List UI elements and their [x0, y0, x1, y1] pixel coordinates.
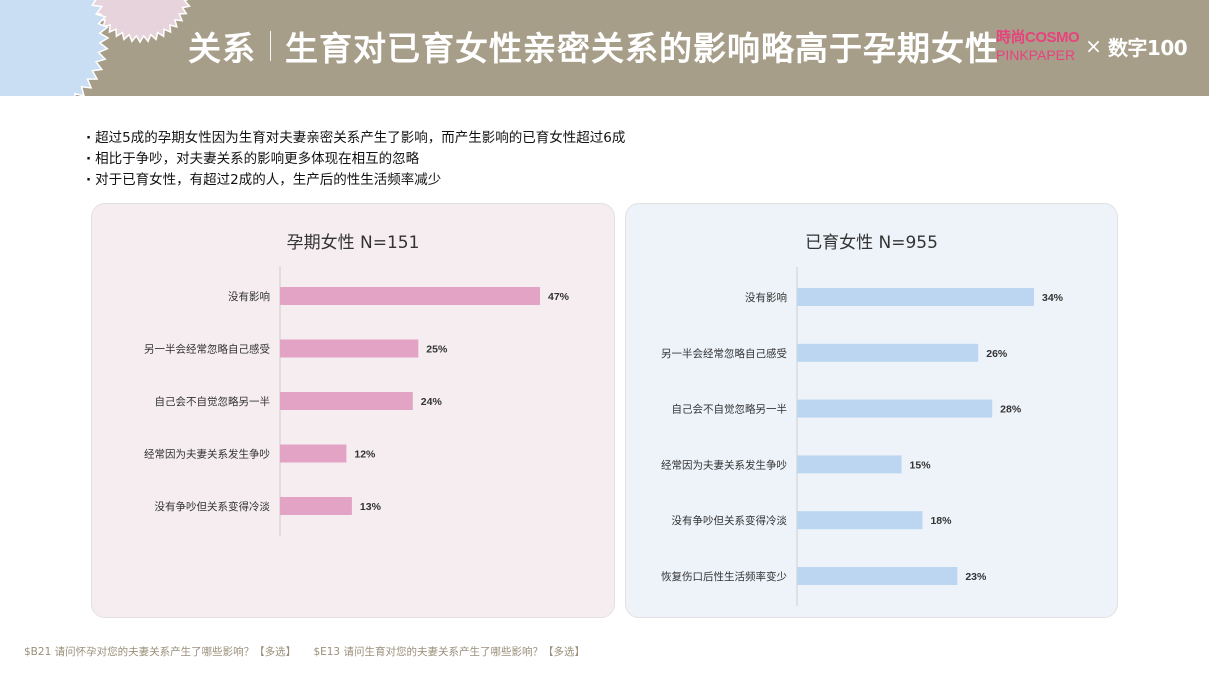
- category-label: 经常因为夫妻关系发生争吵: [144, 448, 270, 461]
- bar: [797, 567, 958, 585]
- decorative-starburst-icon: [0, 0, 191, 96]
- category-label: 自己会不自觉忽略另一半: [155, 395, 271, 408]
- bar: [280, 444, 347, 463]
- data-label: 34%: [1042, 292, 1064, 304]
- data-label: 13%: [360, 501, 382, 513]
- category-label: 恢复伤口后性生活频率变少: [661, 570, 787, 583]
- data-label: 12%: [354, 449, 376, 461]
- section-label: 关系: [188, 29, 256, 68]
- cosmo-logo-bottom: PINKPAPER: [996, 47, 1076, 63]
- data-label: 47%: [548, 291, 570, 303]
- bullet-item: 相比于争吵，对夫妻关系的影响更多体现在相互的忽略: [86, 149, 986, 170]
- data-label: 26%: [986, 348, 1008, 360]
- category-label: 没有影响: [228, 290, 270, 303]
- cosmo-logo-top: 時尚COSMO: [996, 29, 1080, 46]
- brand-logos: 時尚COSMO PINKPAPER × 数字100: [996, 24, 1196, 68]
- category-label: 自己会不自觉忽略另一半: [672, 403, 788, 416]
- data-label: 24%: [421, 396, 443, 408]
- category-label: 没有争吵但关系变得冷淡: [672, 514, 788, 527]
- bullet-item: 对于已育女性，有超过2成的人，生产后的性生活频率减少: [86, 170, 986, 191]
- data-label: 25%: [426, 344, 448, 356]
- data-label: 23%: [965, 571, 987, 583]
- bar: [280, 339, 419, 358]
- bar: [280, 497, 352, 515]
- chart-panel-pregnant: 孕期女性 N=151 没有影响 47% 另一半会经常忽略自己感受 25% 自己会不自觉忽…: [91, 203, 615, 618]
- footnote-item: $B21 请问怀孕对您的夫妻关系产生了哪些影响？【多选】: [24, 646, 297, 658]
- footnotes: $B21 请问怀孕对您的夫妻关系产生了哪些影响？【多选】 $E13 请问生育对您…: [24, 644, 585, 659]
- chart-title: 孕期女性 N=151: [286, 233, 420, 253]
- bar: [797, 455, 902, 474]
- page-title: 关系 生育对已育女性亲密关系的影响略高于孕期女性: [188, 18, 999, 74]
- category-label: 另一半会经常忽略自己感受: [144, 343, 270, 356]
- chart-title: 已育女性 N=955: [805, 233, 938, 253]
- bar: [797, 399, 993, 418]
- bar: [797, 288, 1034, 306]
- bar: [280, 287, 540, 305]
- data-label: 18%: [930, 515, 952, 527]
- logo-cross: ×: [1085, 34, 1102, 58]
- category-label: 另一半会经常忽略自己感受: [661, 347, 787, 360]
- footnote-item: $E13 请问生育对您的夫妻关系产生了哪些影响？【多选】: [313, 646, 585, 658]
- bar: [280, 392, 413, 410]
- bar-chart-pregnant: 没有影响 47% 另一半会经常忽略自己感受 25% 自己会不自觉忽略另一半 24% 经常因为…: [144, 266, 570, 536]
- data-label: 15%: [910, 459, 932, 471]
- bar: [797, 511, 923, 530]
- summary-bullets: 超过5成的孕期女性因为生育对夫妻亲密关系产生了影响，而产生影响的已育女性超过6成…: [86, 128, 986, 191]
- category-label: 没有影响: [745, 291, 787, 304]
- header-banner: 关系 生育对已育女性亲密关系的影响略高于孕期女性 時尚COSMO PINKPAP…: [0, 0, 1209, 96]
- cosmo-logo: 時尚COSMO PINKPAPER: [996, 29, 1080, 63]
- data-label: 28%: [1000, 404, 1022, 416]
- bullet-item: 超过5成的孕期女性因为生育对夫妻亲密关系产生了影响，而产生影响的已育女性超过6成: [86, 128, 986, 149]
- category-label: 没有争吵但关系变得冷淡: [155, 500, 271, 513]
- chart-panel-mothers: 已育女性 N=955 没有影响 34% 另一半会经常忽略自己感受 26% 自己会不自觉忽…: [625, 203, 1118, 618]
- bar: [797, 343, 979, 362]
- shuzi100-logo: 数字100: [1107, 35, 1188, 60]
- bar-chart-mothers: 没有影响 34% 另一半会经常忽略自己感受 26% 自己会不自觉忽略另一半 28% 经常因为…: [661, 267, 1064, 606]
- category-label: 经常因为夫妻关系发生争吵: [661, 458, 787, 471]
- title-text: 生育对已育女性亲密关系的影响略高于孕期女性: [285, 29, 999, 68]
- title-divider: [270, 31, 271, 61]
